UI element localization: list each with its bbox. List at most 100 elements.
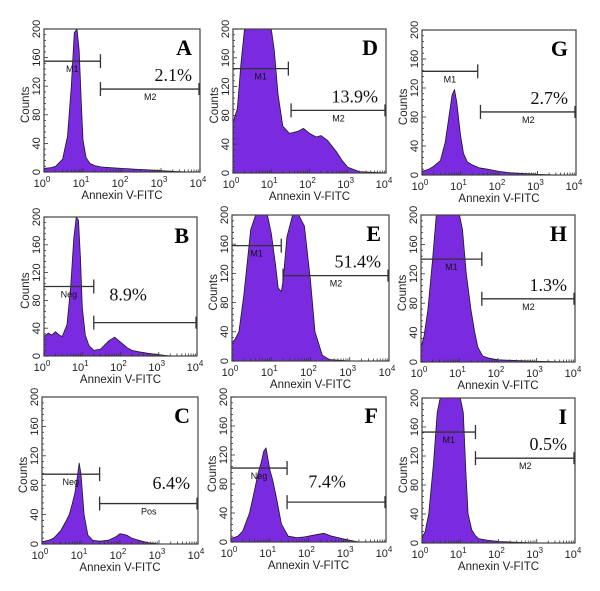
y-axis-label: Counts [397, 274, 409, 311]
x-tick-exponent: 4 [388, 545, 393, 554]
x-tick-label: 102 [299, 176, 316, 191]
percentage-label: 2.7% [531, 88, 569, 108]
gate-marker-label: M1 [66, 64, 79, 74]
y-tick-label: 80 [409, 479, 421, 491]
x-tick-label: 100 [221, 545, 238, 560]
y-tick-label: 0 [31, 353, 43, 359]
y-tick-label: 160 [31, 236, 43, 254]
y-tick-label: 160 [220, 49, 232, 67]
gate-marker-label: M1 [442, 435, 455, 445]
gate-marker-label: Neg [61, 290, 78, 300]
y-tick-label: 200 [408, 206, 420, 224]
x-tick-exponent: 0 [46, 359, 51, 368]
y-tick-label: 160 [31, 48, 43, 66]
x-tick-exponent: 2 [312, 364, 317, 373]
x-tick-exponent: 2 [122, 547, 127, 556]
y-tick-label: 0 [219, 358, 231, 364]
x-axis-label: Annexin V-FITC [457, 380, 538, 392]
y-tick-label: 120 [220, 77, 232, 95]
y-axis-label: Counts [398, 88, 410, 125]
x-tick-label: 102 [488, 365, 505, 380]
histogram-area [421, 89, 577, 176]
y-tick-label: 40 [29, 508, 41, 520]
y-tick-label: 80 [219, 296, 231, 308]
y-tick-label: 80 [408, 297, 420, 309]
x-tick-exponent: 1 [273, 176, 278, 185]
x-tick-exponent: 0 [234, 364, 239, 373]
y-tick-label: 80 [220, 109, 232, 121]
x-tick-label: 104 [187, 359, 204, 374]
y-tick-label: 160 [29, 417, 41, 435]
x-axis-label: Annexin V-FITC [79, 562, 160, 574]
histogram-area [43, 216, 198, 357]
x-tick-label: 103 [149, 547, 166, 562]
gate-marker-label: M2 [522, 115, 535, 125]
x-tick-label: 101 [261, 364, 278, 379]
x-tick-label: 101 [259, 545, 276, 560]
x-tick-exponent: 1 [462, 178, 467, 187]
x-tick-exponent: 4 [391, 364, 396, 373]
y-tick-label: 40 [409, 508, 421, 520]
x-tick-label: 104 [566, 178, 583, 193]
x-tick-exponent: 3 [349, 545, 354, 554]
x-tick-label: 104 [376, 176, 393, 191]
y-tick-label: 0 [218, 539, 230, 545]
y-tick-label: 200 [31, 20, 43, 38]
histogram-area [421, 397, 576, 544]
x-tick-label: 101 [450, 178, 467, 193]
x-tick-label: 104 [190, 175, 207, 190]
x-tick-label: 102 [110, 547, 127, 562]
x-tick-label: 102 [298, 545, 315, 560]
y-tick-label: 200 [220, 20, 232, 38]
y-tick-label: 120 [408, 265, 420, 283]
x-tick-exponent: 1 [83, 547, 88, 556]
y-tick-label: 80 [31, 109, 43, 121]
panel-letter: H [550, 221, 567, 246]
x-tick-label: 103 [339, 364, 356, 379]
y-tick-label: 200 [29, 388, 41, 406]
x-axis-label: Annexin V-FITC [458, 193, 539, 205]
gate-marker-label: M2 [522, 302, 535, 312]
y-tick-label: 160 [409, 418, 421, 436]
y-tick-label: 0 [220, 170, 232, 176]
panel-letter: C [174, 403, 190, 428]
histogram-area [231, 214, 390, 362]
y-tick-label: 80 [31, 294, 43, 306]
y-tick-label: 160 [219, 235, 231, 253]
percentage-label: 0.5% [530, 434, 568, 454]
percentage-label: 1.3% [530, 275, 568, 295]
x-tick-exponent: 3 [350, 176, 355, 185]
x-tick-exponent: 1 [272, 545, 277, 554]
panel-letter: A [176, 35, 192, 60]
x-tick-exponent: 2 [124, 175, 129, 184]
x-tick-exponent: 3 [163, 175, 168, 184]
panel-letter: F [365, 403, 378, 428]
x-tick-exponent: 1 [273, 364, 278, 373]
gate-marker-label: M2 [330, 279, 343, 289]
panel-letter: G [551, 36, 568, 61]
y-tick-label: 0 [29, 541, 41, 547]
x-tick-exponent: 3 [539, 178, 544, 187]
x-tick-label: 104 [188, 547, 205, 562]
x-tick-exponent: 1 [84, 359, 89, 368]
x-tick-label: 102 [300, 364, 317, 379]
y-axis-label: Counts [209, 87, 221, 124]
x-tick-label: 100 [412, 546, 429, 561]
x-tick-exponent: 2 [122, 359, 127, 368]
percentage-label: 8.9% [109, 284, 147, 304]
x-tick-label: 102 [489, 178, 506, 193]
x-tick-exponent: 0 [44, 547, 49, 556]
x-tick-exponent: 0 [424, 178, 429, 187]
x-tick-exponent: 2 [500, 365, 505, 374]
y-tick-label: 40 [408, 326, 420, 338]
y-axis-label: Counts [20, 272, 32, 309]
y-tick-label: 120 [219, 264, 231, 282]
x-tick-label: 103 [337, 545, 354, 560]
gate-marker-label: Neg [63, 477, 80, 487]
x-tick-label: 104 [376, 545, 393, 560]
y-tick-label: 120 [409, 79, 421, 97]
x-tick-label: 103 [526, 365, 543, 380]
